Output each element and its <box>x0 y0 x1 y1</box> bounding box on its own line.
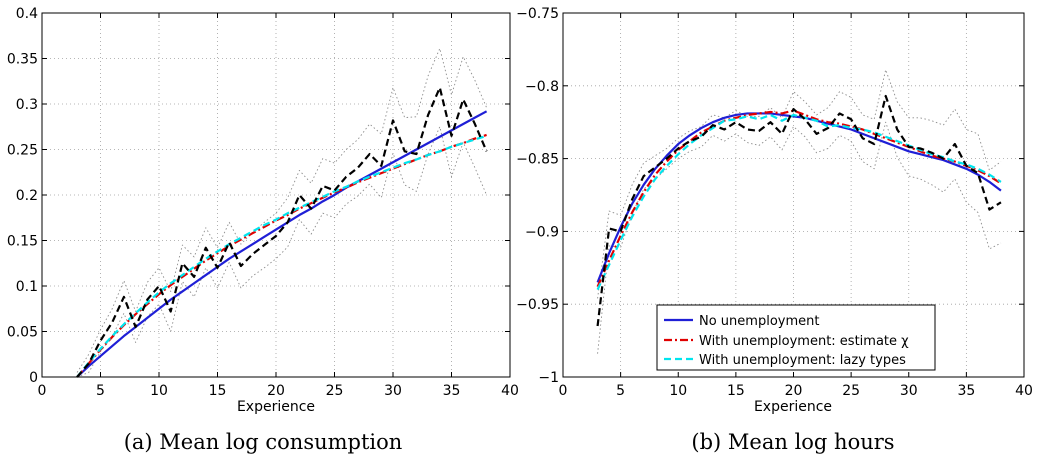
hours-y-tick-label: −0.95 <box>516 297 559 313</box>
consumption-x-tick-label: 10 <box>150 383 168 399</box>
consumption-y-tick-label: 0.1 <box>16 279 38 295</box>
legend: No unemployment With unemployment: estim… <box>656 304 936 371</box>
hours-x-tick-label: 20 <box>785 383 803 399</box>
consumption-x-tick-label: 35 <box>443 383 461 399</box>
consumption-y-tick-label: 0.2 <box>16 188 38 204</box>
hours-x-tick-label: 35 <box>957 383 975 399</box>
consumption-ticks: 0 5 10 15 20 25 30 35 40 0 0.05 0.1 0.15 0.2 0.25 0.3 0.… <box>7 6 519 399</box>
hours-x-tick-label: 15 <box>727 383 745 399</box>
hours-caption: (b) Mean log hours <box>691 430 894 454</box>
hours-series-no-unemp <box>596 112 1002 283</box>
hours-x-tick-label: 10 <box>669 383 687 399</box>
consumption-x-axis-label: Experience <box>237 399 315 415</box>
hours-x-axis-label: Experience <box>754 399 832 415</box>
hours-x-tick-label: 0 <box>559 383 568 399</box>
legend-label-no-unemployment: No unemployment <box>699 314 819 329</box>
hours-x-tick-label: 5 <box>616 383 625 399</box>
hours-series-estimate-chi <box>596 109 1002 288</box>
consumption-y-tick-label: 0.4 <box>16 6 38 22</box>
hours-x-tick-label: 30 <box>900 383 918 399</box>
consumption-x-tick-label: 25 <box>326 383 344 399</box>
hours-series-data <box>596 94 1002 327</box>
legend-box <box>656 304 936 371</box>
hours-y-tick-label: −1 <box>538 370 559 386</box>
hours-series <box>596 69 1002 354</box>
consumption-series-data-ci <box>76 48 488 373</box>
consumption-series-data-ci <box>76 126 488 378</box>
hours-y-tick-label: −0.8 <box>525 79 559 95</box>
legend-label-lazy-types: With unemployment: lazy types <box>699 353 906 368</box>
consumption-y-tick-label: 0.35 <box>7 52 38 68</box>
consumption-x-tick-label: 30 <box>384 383 402 399</box>
consumption-y-tick-label: 0 <box>29 370 38 386</box>
hours-y-tick-label: −0.9 <box>525 224 559 240</box>
hours-x-tick-label: 40 <box>1015 383 1033 399</box>
consumption-x-tick-label: 15 <box>209 383 227 399</box>
consumption-y-tick-label: 0.05 <box>7 325 38 341</box>
consumption-grid <box>42 13 510 377</box>
hours-chart: 0 5 10 15 20 25 30 35 40 −1 −0.95 −0.9 −0.85 −0.8 −0.7… <box>516 6 1033 454</box>
consumption-series-data <box>76 86 488 378</box>
consumption-y-tick-label: 0.15 <box>7 234 38 250</box>
consumption-x-tick-label: 0 <box>38 383 47 399</box>
consumption-x-tick-label: 5 <box>96 383 105 399</box>
consumption-y-tick-label: 0.25 <box>7 143 38 159</box>
consumption-x-tick-label: 40 <box>501 383 519 399</box>
consumption-series-lazy-types <box>76 134 487 378</box>
legend-label-estimate-chi: With unemployment: estimate χ <box>699 334 909 349</box>
consumption-y-tick-label: 0.3 <box>16 97 38 113</box>
hours-grid <box>563 13 1024 377</box>
hours-y-tick-label: −0.85 <box>516 152 559 168</box>
hours-x-tick-label: 25 <box>842 383 860 399</box>
consumption-series <box>76 48 488 378</box>
consumption-caption: (a) Mean log consumption <box>124 430 403 454</box>
consumption-plot-area <box>42 13 510 377</box>
consumption-x-tick-label: 20 <box>267 383 285 399</box>
consumption-chart: 0 5 10 15 20 25 30 35 40 0 0.05 0.1 0.15 0.2 0.25 0.3 0.… <box>7 6 519 454</box>
hours-y-tick-label: −0.75 <box>516 6 559 22</box>
hours-ticks: 0 5 10 15 20 25 30 35 40 −1 −0.95 −0.9 −0.85 −0.8 −0.7… <box>516 6 1033 399</box>
